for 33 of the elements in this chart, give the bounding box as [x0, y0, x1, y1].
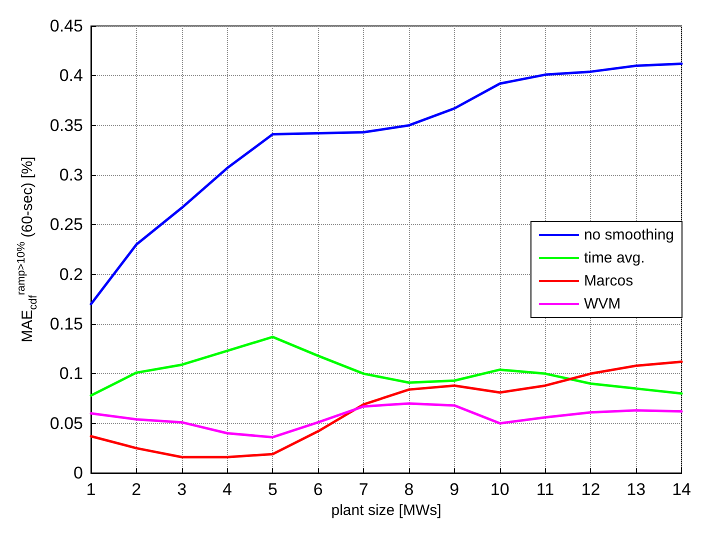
line-series — [90, 336, 683, 397]
legend-label: time avg. — [584, 250, 645, 266]
x-tick-label: 9 — [450, 480, 460, 499]
legend-label: Marcos — [584, 272, 634, 290]
x-tick-label: 8 — [404, 480, 414, 499]
legend-label: no smoothing — [584, 226, 674, 244]
y-tick-label: 0.05 — [50, 414, 83, 433]
y-tick-label: 0 — [74, 464, 83, 482]
x-tick-label: 7 — [358, 480, 368, 499]
x-tick-label: 5 — [268, 480, 278, 499]
line-series — [90, 402, 683, 438]
y-tick-label: 0.35 — [50, 116, 83, 135]
y-tick-label: 0.15 — [50, 314, 83, 334]
x-tick-label: 4 — [222, 480, 232, 499]
y-tick-label: 0.3 — [59, 166, 83, 184]
x-tick-label: 3 — [177, 480, 187, 499]
x-tick-label: 11 — [536, 480, 554, 499]
y-tick-label: 0.1 — [59, 364, 83, 384]
x-tick-label: 14 — [672, 480, 692, 499]
x-tick-label: 10 — [490, 480, 510, 499]
x-tick-label: 6 — [313, 480, 323, 499]
y-tick-label: 0.25 — [50, 215, 83, 234]
x-axis-title: plant size [MWs] — [331, 502, 442, 519]
y-tick-label: 0.2 — [59, 264, 83, 284]
y-tick-label: 0.4 — [59, 66, 83, 86]
y-axis-title: MAEcdframp>10% (60-sec) [%] — [16, 156, 40, 342]
y-tick-label: 0.45 — [50, 16, 83, 36]
line-series — [90, 360, 683, 458]
x-tick-label: 1 — [86, 480, 96, 499]
x-tick-label: 2 — [132, 480, 142, 499]
legend-label: WVM — [584, 296, 621, 312]
x-tick-label: 12 — [581, 480, 600, 499]
x-tick-label: 13 — [626, 480, 646, 499]
